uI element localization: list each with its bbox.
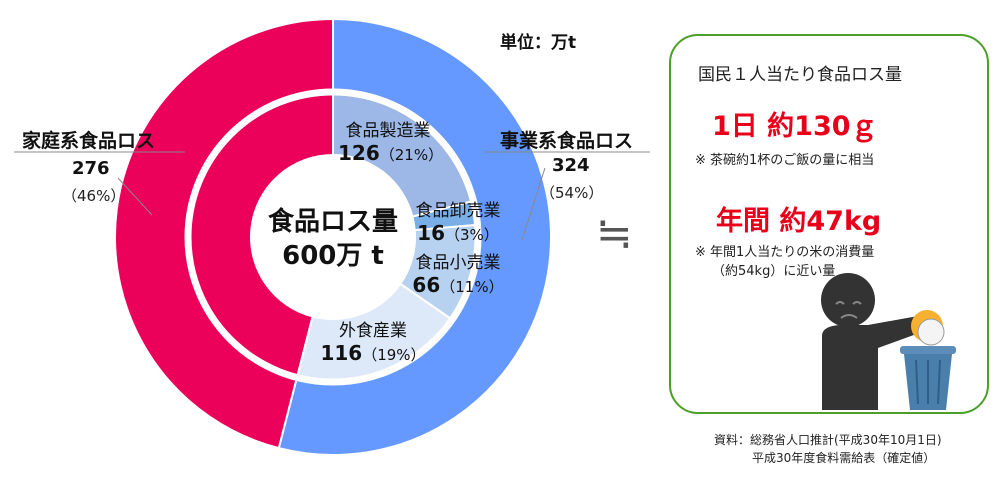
segment-value: 116	[320, 341, 363, 365]
segment-name: 外食産業	[339, 321, 407, 341]
business-pct: （54%）	[540, 184, 604, 202]
daily-note: ※ 茶碗約1杯のご飯の量に相当	[695, 153, 875, 168]
yearly-note-2: （約54kg）に近い量	[712, 264, 836, 279]
daily-amount: 1日 約130ｇ	[712, 111, 878, 142]
segment-pct: （11%）	[440, 278, 504, 296]
business-leader	[521, 167, 546, 241]
household-leader	[117, 177, 153, 216]
segment-value: 66	[412, 273, 441, 297]
segment-value: 16	[417, 221, 446, 245]
household-pct: （46%）	[62, 187, 126, 205]
segment-label-wholesale: 食品卸売業 16（3%）	[406, 196, 510, 245]
unit-label: 単位：万t	[500, 33, 577, 53]
business-value: 324	[552, 155, 590, 176]
household-title: 家庭系食品ロス	[22, 130, 156, 152]
source-line-1: 資料：総務省人口推計(平成30年10月1日)	[714, 433, 942, 447]
center-total: 600万 t	[282, 241, 384, 271]
approx-symbol: ≒	[596, 208, 633, 259]
person-trash-icon	[821, 273, 956, 410]
segment-name: 食品製造業	[345, 121, 431, 141]
segment-value: 126	[338, 141, 380, 165]
center-label: 食品ロス量 600万 t	[268, 205, 398, 273]
yearly-amount: 年間 約47kg	[716, 206, 882, 237]
source-line-2: 平成30年度食料需給表（確定値）	[752, 451, 936, 465]
segment-label-manufacturing: 食品製造業 126（21%）	[338, 116, 443, 165]
segment-pct: （19%）	[362, 346, 426, 364]
household-value: 276	[72, 158, 110, 179]
ring-separator	[184, 88, 482, 386]
segment-name: 食品小売業	[415, 253, 501, 273]
per-capita-title: 国民１人当たり食品ロス量	[698, 65, 902, 85]
segment-pct: （21%）	[379, 146, 444, 164]
segment-label-retail: 食品小売業 66（11%）	[408, 248, 508, 297]
center-hole	[251, 155, 415, 319]
segment-pct: （3%）	[445, 226, 499, 244]
segment-label-restaurant: 外食産業 116（19%）	[318, 316, 428, 365]
center-title: 食品ロス量	[268, 207, 399, 237]
segment-name: 食品卸売業	[415, 201, 501, 221]
yearly-note-1: ※ 年間1人当たりの米の消費量	[695, 245, 875, 260]
business-title: 事業系食品ロス	[500, 130, 634, 152]
